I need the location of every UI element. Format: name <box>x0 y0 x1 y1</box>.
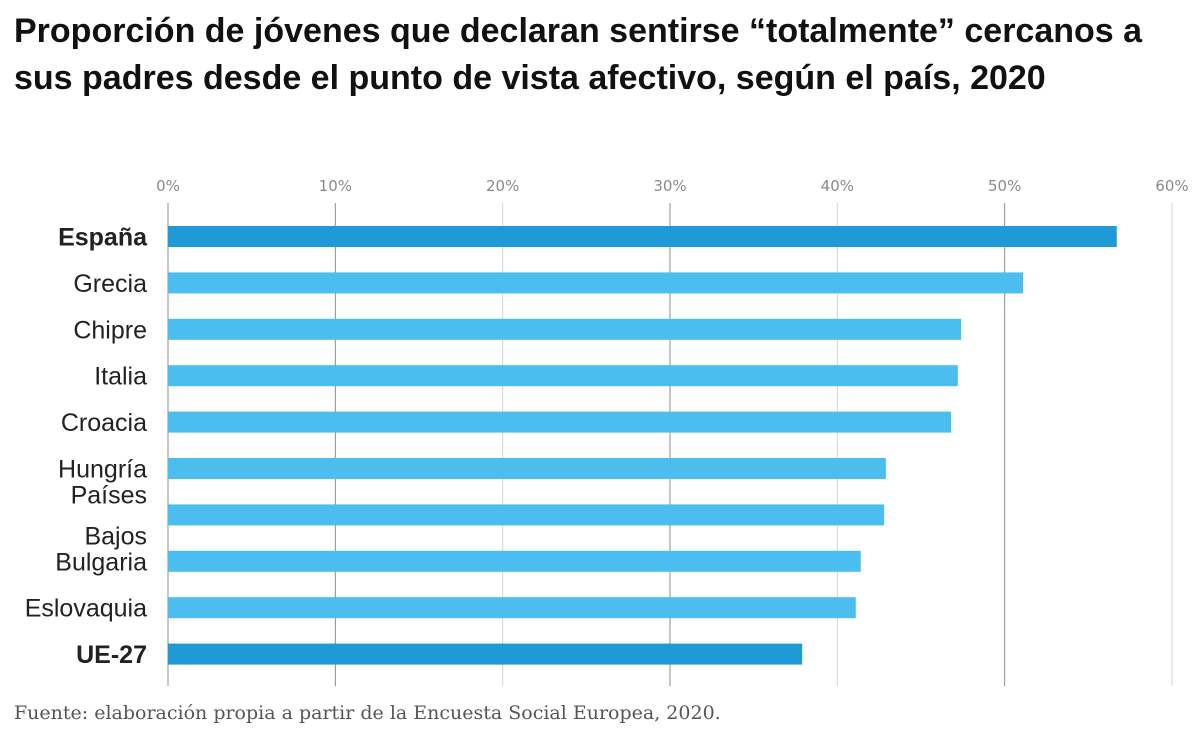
category-label: Países <box>71 481 147 509</box>
chart-title: Proporción de jóvenes que declaran senti… <box>14 12 1143 97</box>
x-tick-label: 20% <box>486 177 519 195</box>
x-tick-label: 50% <box>988 177 1021 195</box>
bar <box>168 365 958 387</box>
x-tick-label: 0% <box>156 177 180 195</box>
category-label: Grecia <box>73 270 147 298</box>
source-note: Fuente: elaboración propia a partir de l… <box>14 702 721 724</box>
category-label: España <box>58 224 148 252</box>
bar <box>168 226 1117 247</box>
bar <box>168 504 885 526</box>
bar <box>168 597 856 619</box>
x-tick-label: 30% <box>653 177 686 195</box>
bar <box>168 550 861 572</box>
category-label: Hungría <box>58 456 147 484</box>
category-label: Eslovaquia <box>25 595 147 623</box>
bar <box>168 643 803 665</box>
bar-chart: 0% 10% 20% 30% 40% 50% 60% España Grecia Chipre I… <box>25 177 1189 686</box>
bar <box>168 272 1024 294</box>
category-label: Chipre <box>73 316 147 344</box>
category-label: Italia <box>94 363 147 391</box>
x-tick-label: 10% <box>319 177 352 195</box>
category-label: Bulgaria <box>55 548 147 576</box>
bar <box>168 458 886 479</box>
category-label: Bajos <box>84 522 147 550</box>
bar <box>168 411 952 433</box>
bar <box>168 318 962 340</box>
x-tick-label: 60% <box>1155 177 1188 195</box>
category-label: Croacia <box>61 409 147 437</box>
category-label: UE-27 <box>76 641 147 669</box>
x-tick-label: 40% <box>821 177 854 195</box>
